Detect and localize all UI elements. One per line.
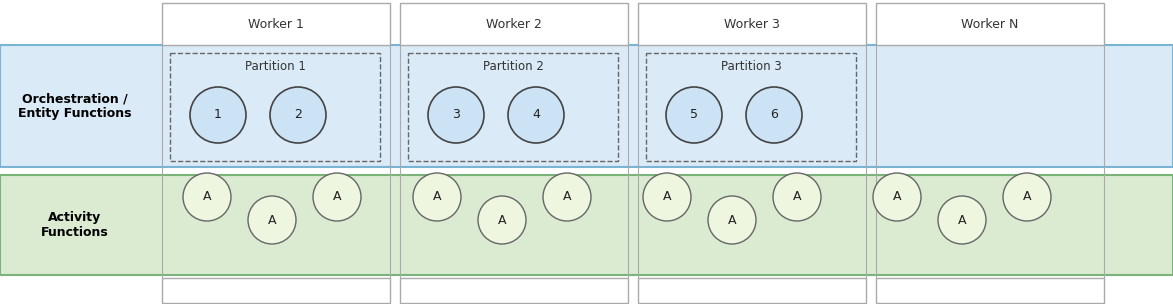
Ellipse shape: [643, 173, 691, 221]
Ellipse shape: [479, 196, 526, 244]
Bar: [162, 278, 389, 303]
Ellipse shape: [543, 173, 591, 221]
Text: A: A: [893, 191, 901, 203]
Text: Worker 1: Worker 1: [248, 18, 304, 30]
Text: 4: 4: [533, 109, 540, 122]
Ellipse shape: [666, 87, 723, 143]
Ellipse shape: [248, 196, 296, 244]
Bar: [400, 278, 628, 303]
Text: Worker 3: Worker 3: [724, 18, 780, 30]
Bar: [400, 3, 628, 45]
Bar: [646, 53, 856, 161]
Ellipse shape: [938, 196, 986, 244]
Text: A: A: [1023, 191, 1031, 203]
Ellipse shape: [873, 173, 921, 221]
Text: Worker 2: Worker 2: [486, 18, 542, 30]
Ellipse shape: [190, 87, 246, 143]
Text: A: A: [433, 191, 441, 203]
Ellipse shape: [270, 87, 326, 143]
Text: A: A: [793, 191, 801, 203]
Text: 1: 1: [213, 109, 222, 122]
Text: A: A: [563, 191, 571, 203]
Bar: [162, 3, 389, 45]
Ellipse shape: [428, 87, 484, 143]
Bar: [170, 53, 380, 161]
Text: Activity
Functions: Activity Functions: [41, 211, 109, 239]
Text: A: A: [333, 191, 341, 203]
Bar: [0, 45, 1173, 167]
Text: A: A: [727, 213, 737, 226]
Bar: [0, 175, 1173, 275]
Text: A: A: [497, 213, 507, 226]
Text: A: A: [267, 213, 277, 226]
Ellipse shape: [313, 173, 361, 221]
Bar: [638, 278, 866, 303]
Ellipse shape: [773, 173, 821, 221]
Bar: [876, 278, 1104, 303]
Ellipse shape: [183, 173, 231, 221]
Text: Orchestration /
Entity Functions: Orchestration / Entity Functions: [19, 92, 131, 120]
Bar: [638, 3, 866, 45]
Text: A: A: [203, 191, 211, 203]
Text: Partition 3: Partition 3: [720, 60, 781, 74]
Bar: [876, 3, 1104, 45]
Bar: [408, 53, 618, 161]
Text: Worker N: Worker N: [962, 18, 1018, 30]
Text: 2: 2: [294, 109, 301, 122]
Text: A: A: [957, 213, 967, 226]
Text: Partition 2: Partition 2: [482, 60, 543, 74]
Ellipse shape: [746, 87, 802, 143]
Text: A: A: [663, 191, 671, 203]
Text: 6: 6: [769, 109, 778, 122]
Ellipse shape: [413, 173, 461, 221]
Ellipse shape: [708, 196, 757, 244]
Text: 5: 5: [690, 109, 698, 122]
Ellipse shape: [1003, 173, 1051, 221]
Text: Partition 1: Partition 1: [244, 60, 305, 74]
Ellipse shape: [508, 87, 564, 143]
Text: 3: 3: [452, 109, 460, 122]
